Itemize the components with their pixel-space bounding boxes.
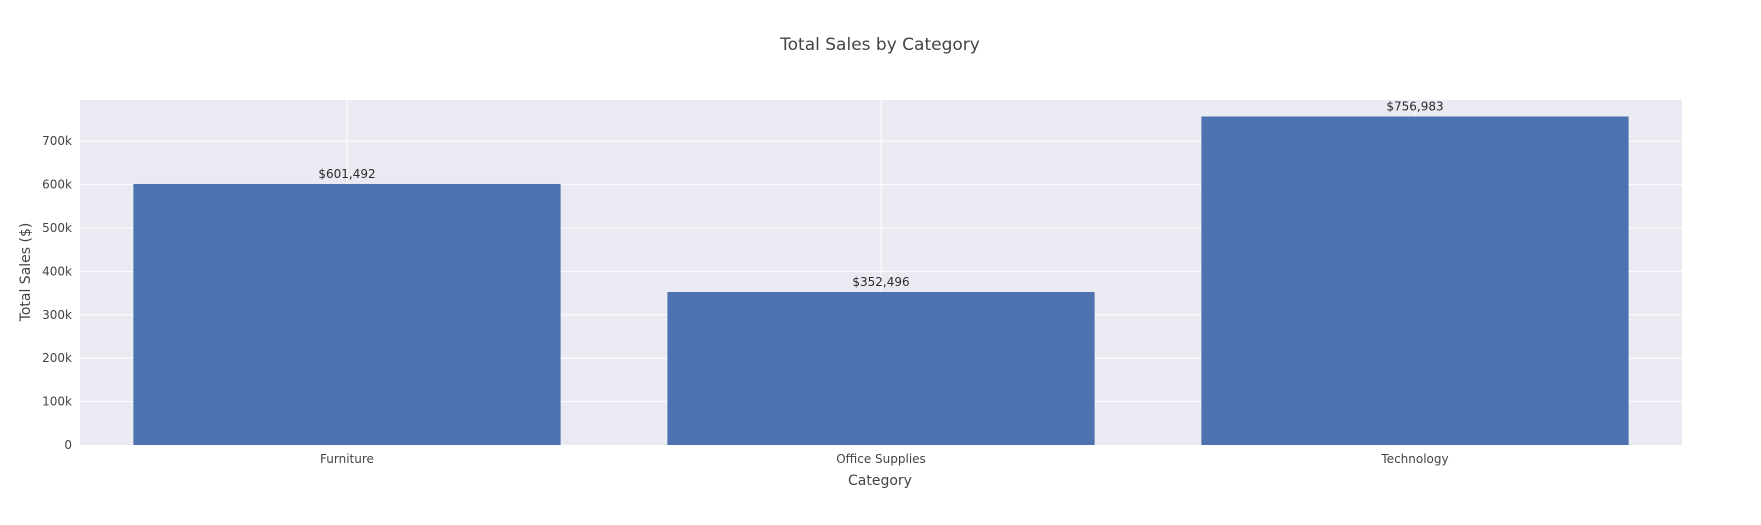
data-label: $601,492: [318, 167, 375, 181]
x-axis-title: Category: [848, 473, 912, 489]
y-tick-label: 700k: [42, 134, 72, 148]
y-tick-label: 400k: [42, 264, 72, 278]
data-labels: $601,492 $352,496 $756,983: [318, 99, 1443, 289]
bars: [133, 116, 1629, 446]
data-label: $352,496: [852, 275, 909, 289]
y-axis-title: Total Sales ($): [18, 223, 34, 323]
y-tick-label: 600k: [42, 178, 72, 192]
x-tick-label: Furniture: [320, 452, 374, 466]
bar-furniture[interactable]: [133, 183, 561, 446]
y-tick-label: 500k: [42, 221, 72, 235]
bar-technology[interactable]: [1201, 116, 1629, 446]
y-tick-label: 300k: [42, 308, 72, 322]
x-axis-ticks: Furniture Office Supplies Technology: [320, 452, 1449, 466]
y-axis-ticks: 0 100k 200k 300k 400k 500k 600k 700k: [42, 134, 72, 452]
chart-title: Total Sales by Category: [779, 35, 980, 55]
data-label: $756,983: [1386, 99, 1443, 113]
bar-office-supplies[interactable]: [667, 292, 1095, 445]
y-tick-label: 0: [64, 438, 72, 452]
x-tick-label: Technology: [1380, 452, 1448, 466]
x-tick-label: Office Supplies: [836, 452, 926, 466]
y-tick-label: 100k: [42, 395, 72, 409]
y-tick-label: 200k: [42, 351, 72, 365]
